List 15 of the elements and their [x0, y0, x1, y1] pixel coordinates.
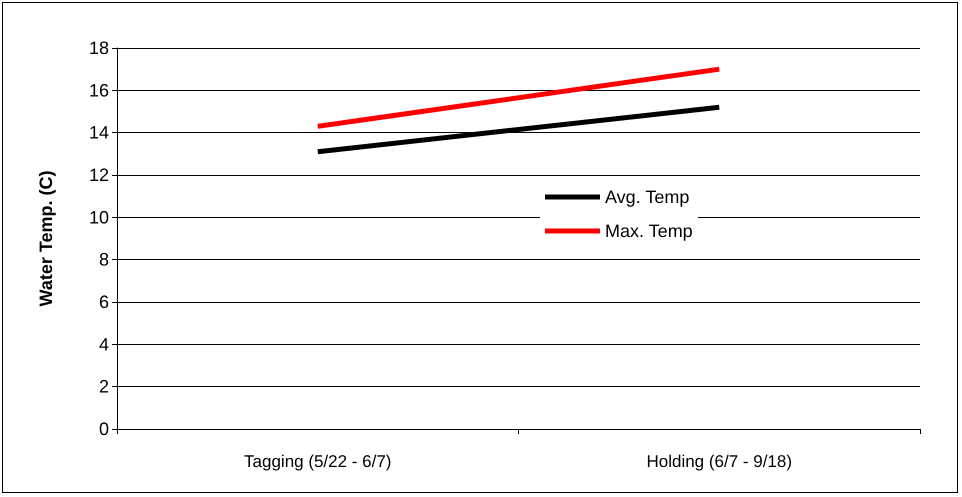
- y-tick-label: 16: [88, 80, 109, 100]
- y-tick-label: 18: [88, 38, 109, 58]
- x-tick-label: Holding (6/7 - 9/18): [646, 452, 792, 471]
- y-tick-label: 6: [98, 292, 109, 312]
- x-tick-label: Tagging (5/22 - 6/7): [244, 452, 392, 471]
- y-tick-label: 2: [98, 376, 109, 397]
- y-axis-title: Water Temp. (C): [36, 170, 56, 307]
- y-tick-label: 12: [88, 165, 109, 185]
- y-tick-label: 14: [88, 122, 109, 143]
- y-tick-label: 10: [88, 207, 109, 228]
- y-tick-label: 0: [98, 419, 109, 439]
- legend-label: Max. Temp: [605, 221, 693, 241]
- y-tick-label: 8: [98, 250, 109, 270]
- y-tick-label: 4: [98, 334, 109, 354]
- legend-label: Avg. Temp: [605, 187, 690, 207]
